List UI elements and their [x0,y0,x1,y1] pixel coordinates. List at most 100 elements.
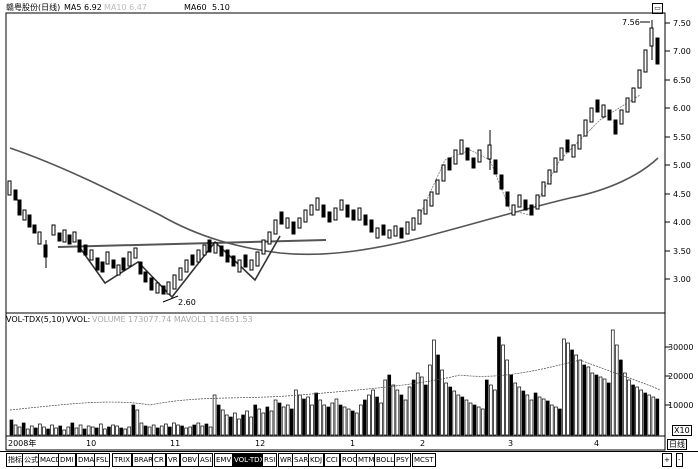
volume-bar [395,389,400,436]
volume-bar [306,396,310,436]
volume-bar [46,428,50,436]
tab-obv[interactable]: OBV [180,453,199,467]
tab-vr[interactable]: VR [166,453,180,467]
volume-bar [359,404,363,436]
volume-bar [99,423,103,436]
price-axis-label: 6.50 [673,76,691,85]
volume-bar [298,394,302,436]
volume-bar [237,418,241,436]
volume-bar [188,426,193,436]
tab-trix[interactable]: TRIX [112,453,132,467]
volume-bar [387,374,392,436]
volume-bar [78,424,83,436]
volume-bars [9,329,660,436]
volume-bar [371,389,375,436]
volume-bar [82,428,87,436]
volume-bar [549,404,554,436]
volume-bar [505,359,509,436]
high-annotation: 7.56 [622,18,640,27]
tab-psy[interactable]: PSY [394,453,411,467]
volume-bar [249,416,253,436]
volume-bar [346,408,351,436]
price-axis-label: 5.00 [673,161,691,170]
tab-dma[interactable]: DMA [76,453,97,467]
volume-bar [521,390,526,436]
volume-bar [647,394,652,436]
date-axis-label: 1 [350,439,356,448]
volume-bar [525,394,530,436]
volume-bar [411,379,416,436]
volume-bar [25,428,30,436]
volume-bar [172,422,176,436]
volume-bar [578,359,583,436]
volume-bar [590,372,595,436]
tab-asi[interactable]: ASI [198,453,214,467]
volume-bar [493,389,497,436]
tab-rsi[interactable]: RSI [262,453,278,467]
volume-bar [440,369,444,436]
volume-bar [326,406,331,436]
volume-bar [123,428,128,436]
tab-emv[interactable]: EMV [214,453,234,467]
tab-cci[interactable]: CCI [324,453,340,467]
volume-bar [224,414,229,436]
volume-bar [614,344,619,436]
volume-bar [497,336,501,436]
volume-bar [631,384,635,436]
volume-bar [54,427,58,436]
tab-fsl[interactable]: FSL [94,453,111,467]
volume-bar [131,404,136,436]
price-axis-label: 4.50 [673,190,691,199]
date-axis-label: 11 [170,439,181,448]
period-label[interactable]: 日线 [667,439,687,450]
volume-bar [277,402,282,436]
indicator-tab-bar: 指标 公式 MACD DMI DMA FSL TRIX BRAR CR VR OBV ASI EMV VO… [0,451,698,468]
tab-mtm[interactable]: MTM [356,453,377,467]
ma5-label: MA5 [64,3,82,12]
volume-axis-label: 20000 [668,372,694,381]
volume-bar [643,392,648,436]
volume-bar [143,425,148,436]
tab-dmi[interactable]: DMI [58,453,76,467]
volume-bar [273,399,278,436]
tab-boll[interactable]: BOLL [374,453,396,467]
volume-bar [253,404,258,436]
volume-bar [233,412,237,436]
volume-bar [582,364,587,436]
volume-bar [90,426,95,436]
volume-axis-label: 10000 [668,401,694,410]
volume-bar [452,390,457,436]
ma10-faded-label: MA10 6.47 [104,3,147,12]
volume-bar [428,364,432,436]
stock-name-label: 赣粤股份(日线) [6,3,61,12]
volume-bar [42,426,46,436]
volume-bar [350,410,355,436]
volume-bar [448,386,453,436]
volume-bar [241,414,245,436]
volume-bar [574,354,578,436]
price-axis-label: 7.00 [673,47,691,56]
volume-bar [204,423,209,436]
tab-vol-tdx[interactable]: VOL-TDX [232,453,267,467]
volume-bar [391,384,396,436]
tab-kdj[interactable]: KDJ [308,453,325,467]
volume-bar [74,427,79,436]
volume-vol-label: VVOL: [66,315,91,324]
volume-bar [623,372,627,436]
tab-cr[interactable]: CR [152,453,166,467]
volume-bar [444,382,448,436]
volume-bar [464,399,469,436]
volume-bar [196,422,201,436]
volume-bar [407,386,412,436]
zoom-out-button[interactable]: - [676,453,683,467]
volume-bar [86,425,91,436]
date-axis-label: 10 [86,439,97,448]
volume-bar [38,423,42,436]
candles [7,20,660,295]
neckline [57,239,327,248]
tab-mcst[interactable]: MCST [412,453,436,467]
zoom-in-button[interactable]: + [662,453,672,467]
volume-bar [220,409,225,436]
date-axis-label: 4 [594,439,600,448]
